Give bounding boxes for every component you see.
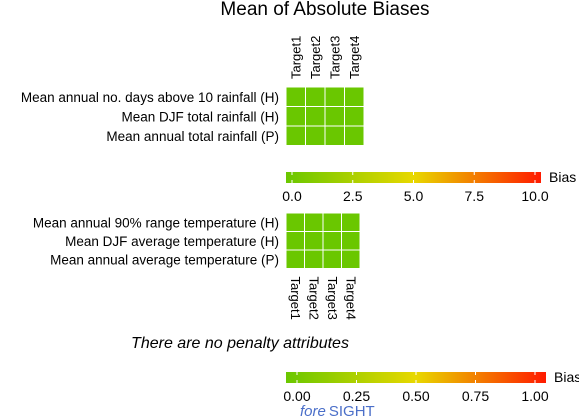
heatmap-temperature: Mean annual 90% range temperature (H) Mea… bbox=[33, 212, 361, 320]
legend-tick-label: 0.0 bbox=[282, 188, 302, 204]
heatmap-rainfall: Mean annual no. days above 10 rainfall (… bbox=[21, 36, 365, 146]
legend-tick-label: 1.00 bbox=[521, 388, 548, 404]
no-penalty-note: There are no penalty attributes bbox=[131, 335, 349, 352]
heatmap-cell bbox=[285, 231, 305, 251]
row-label: Mean annual average temperature (P) bbox=[50, 252, 279, 267]
heatmap-cell bbox=[344, 86, 365, 107]
legend-colorbar bbox=[286, 172, 541, 183]
heatmap-cell bbox=[285, 86, 306, 107]
heatmap-cell bbox=[322, 212, 342, 232]
heatmap-cell bbox=[305, 86, 326, 107]
column-label: Target3 bbox=[325, 277, 340, 320]
legend-tick-label: 2.5 bbox=[343, 188, 363, 204]
heatmap-cell bbox=[341, 212, 361, 232]
row-label: Mean annual no. days above 10 rainfall (… bbox=[21, 90, 279, 105]
heatmap-cell bbox=[305, 106, 326, 127]
legend-tick-label: 0.00 bbox=[283, 388, 310, 404]
row-label: Mean annual 90% range temperature (H) bbox=[33, 215, 279, 230]
legend-tick-label: 7.5 bbox=[465, 188, 485, 204]
legend-tick-label: 0.25 bbox=[343, 388, 370, 404]
column-label: Target2 bbox=[308, 36, 323, 79]
heatmap-cell bbox=[324, 86, 345, 107]
heatmap-cell bbox=[322, 249, 342, 269]
heatmap-cell bbox=[304, 231, 324, 251]
heatmap-cell bbox=[305, 125, 326, 146]
column-label: Target3 bbox=[327, 36, 342, 79]
heatmap-cell bbox=[341, 231, 361, 251]
legend-tick-label: 0.50 bbox=[402, 388, 429, 404]
heatmap-cell bbox=[324, 106, 345, 127]
heatmap-cell bbox=[285, 212, 305, 232]
column-label: Target2 bbox=[306, 277, 321, 320]
chart-title: Mean of Absolute Biases bbox=[220, 0, 429, 20]
heatmap-cell bbox=[341, 249, 361, 269]
heatmap-cell bbox=[285, 125, 306, 146]
logo-sight: SIGHT bbox=[329, 403, 375, 419]
column-label: Target4 bbox=[347, 36, 362, 79]
legend-tick-label: 0.75 bbox=[462, 388, 489, 404]
column-label: Target1 bbox=[288, 36, 303, 79]
heatmap-cell bbox=[344, 125, 365, 146]
legend-penalty: Bias 0.00 0.25 0.50 0.75 1.00 bbox=[283, 369, 579, 404]
heatmap-cell bbox=[344, 106, 365, 127]
legend-colorbar bbox=[286, 372, 546, 383]
heatmap-cell bbox=[285, 249, 305, 269]
heatmap-cell bbox=[322, 231, 342, 251]
foresight-logo: fore SIGHT bbox=[300, 403, 375, 419]
row-label: Mean DJF total rainfall (H) bbox=[121, 109, 279, 124]
heatmap-cell bbox=[324, 125, 345, 146]
heatmap-cell bbox=[304, 212, 324, 232]
row-label: Mean DJF average temperature (H) bbox=[65, 234, 279, 249]
heatmap-cell bbox=[304, 249, 324, 269]
heatmap-cell bbox=[285, 106, 306, 127]
column-label: Target4 bbox=[343, 277, 358, 320]
legend-rainfall: Bias 0.0 2.5 5.0 7.5 10.0 bbox=[282, 169, 576, 204]
legend-tick-label: 5.0 bbox=[404, 188, 424, 204]
legend-title: Bias bbox=[549, 169, 576, 185]
column-label: Target1 bbox=[288, 277, 303, 320]
logo-fore: fore bbox=[300, 403, 326, 419]
legend-tick-label: 10.0 bbox=[521, 188, 548, 204]
row-label: Mean annual total rainfall (P) bbox=[106, 129, 279, 144]
legend-title: Bias bbox=[554, 369, 579, 385]
